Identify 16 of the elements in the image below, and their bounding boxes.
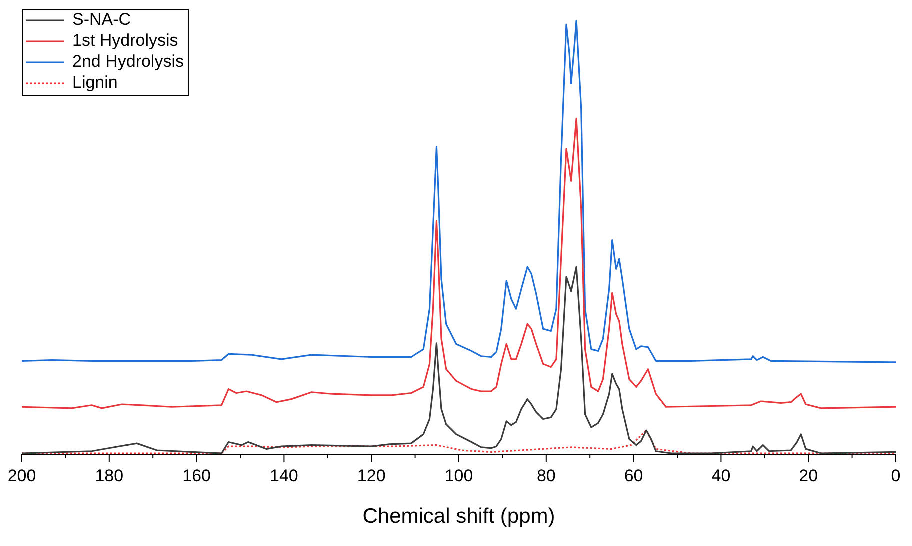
- x-tick-label: 20: [799, 466, 818, 486]
- x-tick-label: 200: [8, 466, 36, 486]
- x-tick-label: 160: [182, 466, 211, 486]
- x-axis-title: Chemical shift (ppm): [362, 505, 556, 528]
- x-tick-label: 80: [536, 466, 556, 486]
- x-tick-label: 100: [444, 466, 474, 486]
- x-tick-label: 40: [712, 466, 731, 486]
- legend-label: 1st Hydrolysis: [72, 31, 178, 50]
- legend-label: S-NA-C: [72, 10, 132, 30]
- x-tick-label: 60: [624, 466, 644, 486]
- x-tick-label: 180: [95, 466, 124, 486]
- x-tick-label: 0: [891, 466, 901, 486]
- x-tick-label: 140: [270, 466, 298, 486]
- x-tick-label: 120: [357, 466, 386, 486]
- legend-label: 2nd Hydrolysis: [72, 52, 184, 72]
- legend-label: Lignin: [72, 73, 118, 92]
